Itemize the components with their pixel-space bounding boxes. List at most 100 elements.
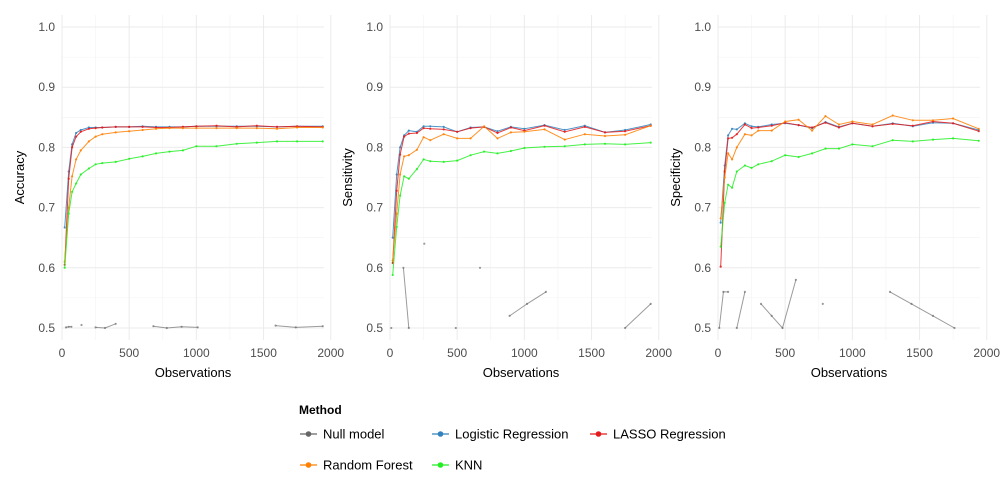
series-logistic-regression bbox=[63, 125, 324, 229]
data-point bbox=[797, 124, 800, 127]
data-point bbox=[101, 133, 104, 136]
data-point bbox=[727, 137, 730, 140]
data-point bbox=[391, 273, 394, 277]
data-point bbox=[395, 189, 398, 192]
x-tick-label: 2000 bbox=[645, 346, 672, 360]
data-point bbox=[770, 129, 773, 132]
y-tick-label: 1.0 bbox=[694, 20, 711, 34]
data-point bbox=[563, 138, 566, 141]
data-point bbox=[794, 278, 798, 281]
data-point bbox=[141, 125, 144, 128]
data-point bbox=[757, 163, 760, 166]
y-axis-title: Sensitivity bbox=[340, 148, 355, 207]
data-point bbox=[429, 125, 432, 128]
x-tick-label: 2000 bbox=[317, 346, 344, 360]
data-point bbox=[727, 290, 730, 293]
data-point bbox=[255, 127, 258, 130]
data-point bbox=[523, 146, 526, 150]
data-point bbox=[731, 127, 734, 130]
data-point bbox=[891, 122, 894, 125]
data-point bbox=[423, 242, 426, 245]
data-point bbox=[71, 190, 74, 193]
data-point bbox=[731, 158, 734, 161]
data-point bbox=[891, 139, 894, 142]
legend-label: Logistic Regression bbox=[455, 427, 568, 442]
data-point bbox=[770, 314, 773, 317]
legend-item-null-model: Null model bbox=[300, 427, 385, 442]
y-tick-label: 0.9 bbox=[694, 80, 711, 94]
data-point bbox=[750, 134, 753, 137]
data-point bbox=[723, 176, 726, 179]
series-line bbox=[720, 120, 979, 267]
data-point bbox=[103, 326, 107, 330]
data-point bbox=[101, 126, 104, 129]
series-lasso-regression bbox=[719, 120, 980, 268]
legend-key-point bbox=[437, 431, 444, 437]
data-point bbox=[67, 325, 70, 328]
data-point bbox=[563, 130, 566, 133]
series-line bbox=[153, 325, 198, 329]
data-point bbox=[722, 290, 725, 293]
legend-item-knn: KNN bbox=[432, 458, 482, 473]
x-tick-label: 1500 bbox=[250, 346, 277, 360]
gridlines bbox=[61, 15, 332, 340]
data-point bbox=[770, 160, 773, 163]
data-point bbox=[496, 131, 499, 135]
series-line bbox=[624, 303, 652, 329]
series-line bbox=[760, 279, 797, 330]
data-point bbox=[67, 177, 70, 180]
data-point bbox=[824, 121, 827, 124]
series-lasso-regression bbox=[391, 124, 652, 265]
legend-key-point bbox=[595, 431, 602, 437]
data-point bbox=[75, 131, 78, 135]
data-point bbox=[871, 125, 874, 128]
data-point bbox=[543, 145, 546, 148]
series-knn bbox=[391, 141, 652, 277]
data-point bbox=[952, 117, 955, 120]
data-point bbox=[851, 120, 854, 123]
data-point bbox=[114, 160, 117, 163]
data-point bbox=[478, 266, 482, 269]
data-point bbox=[395, 225, 398, 228]
data-point bbox=[155, 152, 158, 155]
data-point bbox=[851, 122, 854, 125]
data-point bbox=[837, 123, 841, 126]
data-point bbox=[523, 127, 526, 130]
data-point bbox=[415, 148, 418, 151]
data-point bbox=[75, 182, 78, 185]
y-tick-label: 0.6 bbox=[38, 261, 55, 275]
series-random-forest bbox=[719, 114, 980, 220]
series-random-forest bbox=[63, 126, 324, 263]
y-tick-label: 0.5 bbox=[694, 321, 711, 335]
data-point bbox=[469, 137, 472, 140]
series-null-model bbox=[390, 242, 652, 330]
data-point bbox=[723, 201, 726, 204]
data-point bbox=[407, 177, 410, 180]
series-lasso-regression bbox=[63, 124, 324, 266]
data-point bbox=[496, 152, 499, 155]
gridlines bbox=[389, 15, 660, 340]
data-point bbox=[429, 160, 432, 163]
data-point bbox=[407, 326, 410, 330]
data-point bbox=[735, 146, 738, 149]
data-point bbox=[442, 133, 445, 136]
y-axis-title: Accuracy bbox=[12, 150, 27, 204]
series-line bbox=[392, 142, 651, 276]
data-point bbox=[429, 139, 432, 142]
data-point bbox=[731, 186, 734, 189]
data-point bbox=[811, 129, 814, 132]
legend-title: Method bbox=[299, 403, 342, 417]
data-point bbox=[403, 175, 406, 178]
data-point bbox=[391, 259, 394, 262]
data-point bbox=[649, 141, 652, 144]
data-point bbox=[255, 124, 258, 127]
data-point bbox=[719, 217, 722, 220]
data-point bbox=[824, 147, 827, 150]
data-point bbox=[731, 136, 734, 139]
x-tick-label: 1500 bbox=[578, 346, 605, 360]
data-point bbox=[483, 125, 486, 128]
y-tick-label: 0.7 bbox=[38, 201, 55, 215]
data-point bbox=[931, 314, 935, 317]
data-point bbox=[624, 130, 627, 133]
